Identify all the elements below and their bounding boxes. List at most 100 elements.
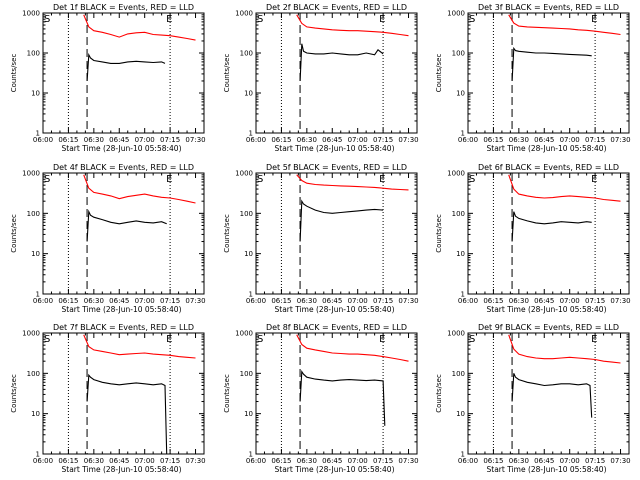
x-tick-label: 06:00 [458, 297, 478, 305]
x-axis-label: Start Time (28-Jun-10 05:58:40) [487, 465, 607, 474]
end-marker-label: E [166, 14, 172, 25]
x-tick-label: 07:30 [398, 457, 418, 465]
plot-frame [42, 12, 205, 134]
x-tick-label: 07:00 [560, 136, 580, 144]
x-tick-label: 07:00 [560, 457, 580, 465]
x-tick-label: 07:15 [373, 457, 393, 465]
x-axis-label: Start Time (28-Jun-10 05:58:40) [275, 144, 395, 153]
panel-8: Det 8f BLACK = Events, RED = LLD 1 10 100 10… [223, 323, 419, 474]
end-marker-label: E [166, 334, 172, 345]
y-tick-label: 1 [36, 130, 40, 138]
x-tick-label: 06:45 [322, 457, 342, 465]
plot-frame [467, 12, 630, 134]
panel-2: Det 2f BLACK = Events, RED = LLD 1 10 100 10… [223, 3, 419, 153]
start-marker-label: S [44, 14, 50, 25]
x-tick-label: 06:45 [322, 136, 342, 144]
y-tick-label: 1000 [235, 10, 253, 18]
x-axis-label: Start Time (28-Jun-10 05:58:40) [62, 144, 182, 153]
panel-title: Det 4f BLACK = Events, RED = LLD [53, 163, 194, 172]
start-marker-label: S [257, 174, 263, 185]
x-tick-label: 07:15 [373, 297, 393, 305]
x-tick-label: 06:15 [58, 136, 78, 144]
x-tick-label: 07:00 [135, 136, 155, 144]
series-line-events [86, 52, 166, 82]
start-marker-label: S [469, 334, 475, 345]
y-tick-label: 1000 [235, 170, 253, 178]
panel-9: Det 9f BLACK = Events, RED = LLD 1 10 100 10… [435, 323, 631, 474]
y-tick-label: 10 [244, 410, 253, 418]
start-marker-label: S [257, 14, 263, 25]
y-tick-label: 1 [36, 451, 40, 459]
panel-title: Det 7f BLACK = Events, RED = LLD [53, 323, 194, 332]
x-tick-label: 06:45 [109, 457, 129, 465]
y-axis-label: Counts/sec [10, 54, 18, 93]
end-marker-label: E [591, 174, 597, 185]
x-axis-label: Start Time (28-Jun-10 05:58:40) [62, 305, 182, 314]
y-tick-label: 1000 [447, 330, 465, 338]
y-tick-label: 10 [244, 250, 253, 258]
y-tick-label: 1000 [22, 10, 40, 18]
x-tick-label: 06:15 [483, 457, 503, 465]
x-tick-label: 06:15 [58, 297, 78, 305]
panel-6: Det 6f BLACK = Events, RED = LLD 1 10 100 10… [435, 163, 631, 314]
x-tick-label: 06:45 [109, 136, 129, 144]
x-tick-label: 06:45 [322, 297, 342, 305]
plot-frame [467, 332, 630, 455]
y-tick-label: 1 [249, 451, 253, 459]
y-axis-label: Counts/sec [435, 374, 443, 413]
x-tick-label: 06:45 [534, 136, 554, 144]
panel-title: Det 3f BLACK = Events, RED = LLD [478, 3, 619, 12]
series-line-lld [83, 14, 196, 41]
x-tick-label: 07:00 [348, 457, 368, 465]
x-axis-label: Start Time (28-Jun-10 05:58:40) [62, 465, 182, 474]
series-line-lld [508, 14, 621, 36]
y-tick-label: 1 [249, 291, 253, 299]
y-axis-label: Counts/sec [10, 374, 18, 413]
x-tick-label: 06:30 [84, 457, 104, 465]
y-axis-label: Counts/sec [223, 214, 231, 253]
x-tick-label: 06:30 [84, 297, 104, 305]
x-tick-label: 07:00 [348, 297, 368, 305]
y-axis-label: Counts/sec [223, 54, 231, 93]
series-line-events [299, 199, 384, 242]
start-marker-label: S [469, 174, 475, 185]
series-line-lld [296, 14, 409, 37]
x-tick-label: 06:15 [58, 457, 78, 465]
plot-frame [255, 332, 418, 455]
panel-4: Det 4f BLACK = Events, RED = LLD 1 10 100 10… [10, 163, 206, 314]
series-line-events [299, 43, 384, 82]
x-tick-label: 07:00 [560, 297, 580, 305]
x-tick-label: 07:30 [185, 457, 205, 465]
panel-title: Det 2f BLACK = Events, RED = LLD [266, 3, 407, 12]
x-tick-label: 06:30 [297, 136, 317, 144]
x-tick-label: 07:15 [585, 297, 605, 305]
x-tick-label: 06:30 [509, 297, 529, 305]
start-marker-label: S [257, 334, 263, 345]
series-line-events [511, 46, 592, 82]
x-tick-label: 07:15 [373, 136, 393, 144]
end-marker-label: E [591, 14, 597, 25]
x-tick-label: 06:15 [483, 136, 503, 144]
x-tick-label: 06:45 [109, 297, 129, 305]
panel-5: Det 5f BLACK = Events, RED = LLD 1 10 100 10… [223, 163, 419, 314]
x-tick-label: 07:15 [585, 136, 605, 144]
x-tick-label: 06:00 [33, 457, 53, 465]
series-line-lld [83, 334, 196, 359]
x-tick-label: 06:15 [271, 297, 291, 305]
x-tick-label: 07:30 [185, 297, 205, 305]
y-tick-label: 100 [452, 50, 465, 58]
x-tick-label: 06:30 [509, 457, 529, 465]
x-tick-label: 07:30 [610, 297, 630, 305]
x-tick-label: 07:00 [348, 136, 368, 144]
x-tick-label: 07:15 [160, 297, 180, 305]
y-axis-label: Counts/sec [10, 214, 18, 253]
panel-title: Det 1f BLACK = Events, RED = LLD [53, 3, 194, 12]
y-tick-label: 1000 [447, 170, 465, 178]
series-line-lld [83, 174, 196, 204]
y-tick-label: 10 [31, 90, 40, 98]
series-line-events [511, 211, 592, 242]
x-tick-label: 07:30 [185, 136, 205, 144]
y-tick-label: 1 [36, 291, 40, 299]
x-tick-label: 06:00 [246, 457, 266, 465]
x-tick-label: 07:15 [160, 136, 180, 144]
